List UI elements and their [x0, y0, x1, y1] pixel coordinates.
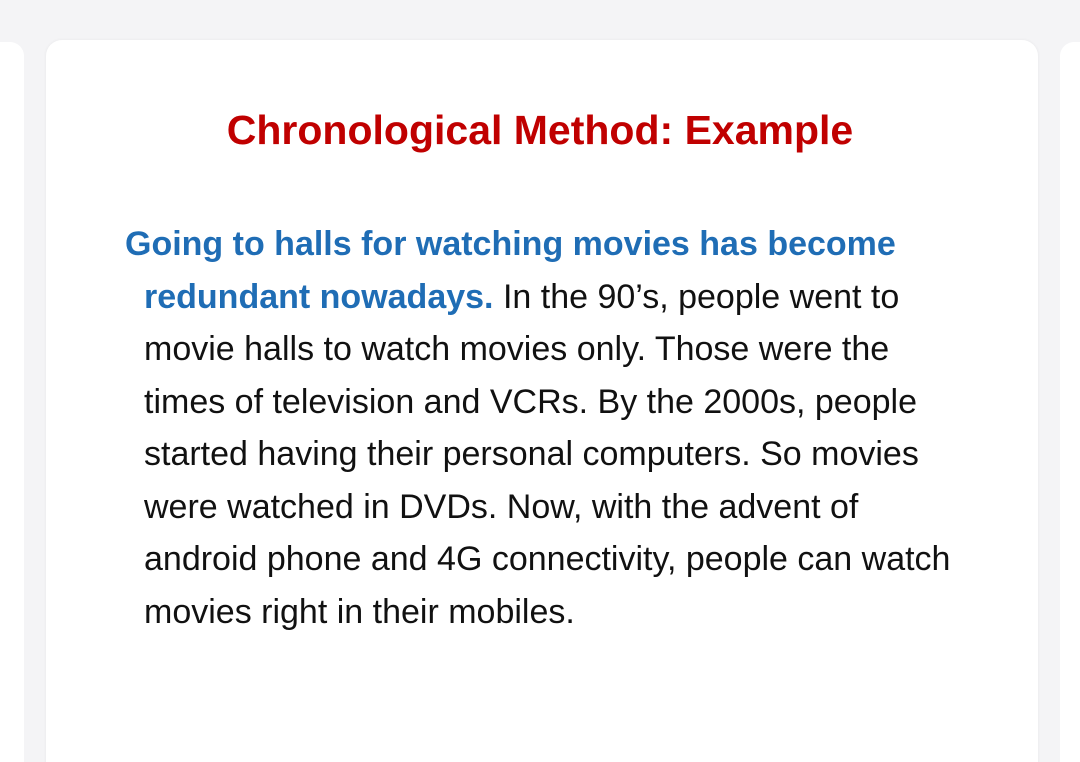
previous-slide-card[interactable]	[0, 42, 24, 762]
body-text: In the 90’s, people went to movie halls …	[144, 277, 951, 631]
slide-title: Chronological Method: Example	[226, 107, 854, 153]
slide-body-paragraph: Going to halls for watching movies has b…	[125, 218, 974, 638]
next-slide-card[interactable]	[1060, 42, 1080, 762]
slide-card	[46, 40, 1038, 762]
lead-sentence: Going to halls for watching movies has b…	[125, 225, 896, 316]
